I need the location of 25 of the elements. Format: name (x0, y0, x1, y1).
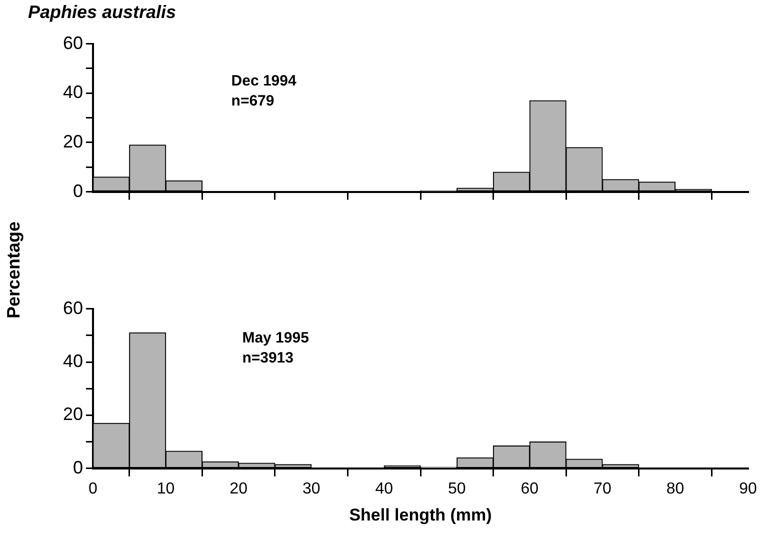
annotation: n=679 (231, 92, 274, 110)
x-tick-label: 70 (594, 480, 612, 498)
x-tick-label: 20 (230, 480, 248, 498)
y-axis-title: Percentage (4, 221, 24, 319)
y-tick-label: 40 (62, 350, 83, 371)
y-tick-label: 20 (62, 131, 83, 152)
annotation: May 1995 (242, 329, 309, 346)
y-tick-label: 60 (62, 298, 83, 318)
x-tick-label: 40 (375, 480, 394, 498)
y-tick-label: 60 (62, 32, 83, 53)
y-tick-label: 40 (62, 82, 83, 102)
y-tick-label: 20 (62, 404, 83, 424)
x-tick-label: 80 (666, 480, 684, 498)
y-tick-label: 0 (72, 457, 83, 478)
annotation: n=3913 (242, 349, 294, 366)
x-tick-label: 0 (88, 480, 98, 498)
x-tick-label: 50 (448, 480, 466, 498)
annotation: Dec 1994 (231, 72, 297, 90)
x-tick-label: 10 (156, 480, 175, 498)
x-tick-label: 90 (739, 480, 757, 498)
x-tick-label: 60 (520, 480, 539, 498)
chart-title: Paphies australis (28, 2, 176, 23)
x-tick-label: 30 (302, 480, 320, 498)
y-tick-label: 0 (72, 180, 83, 201)
x-axis-title: Shell length (mm) (349, 505, 492, 524)
